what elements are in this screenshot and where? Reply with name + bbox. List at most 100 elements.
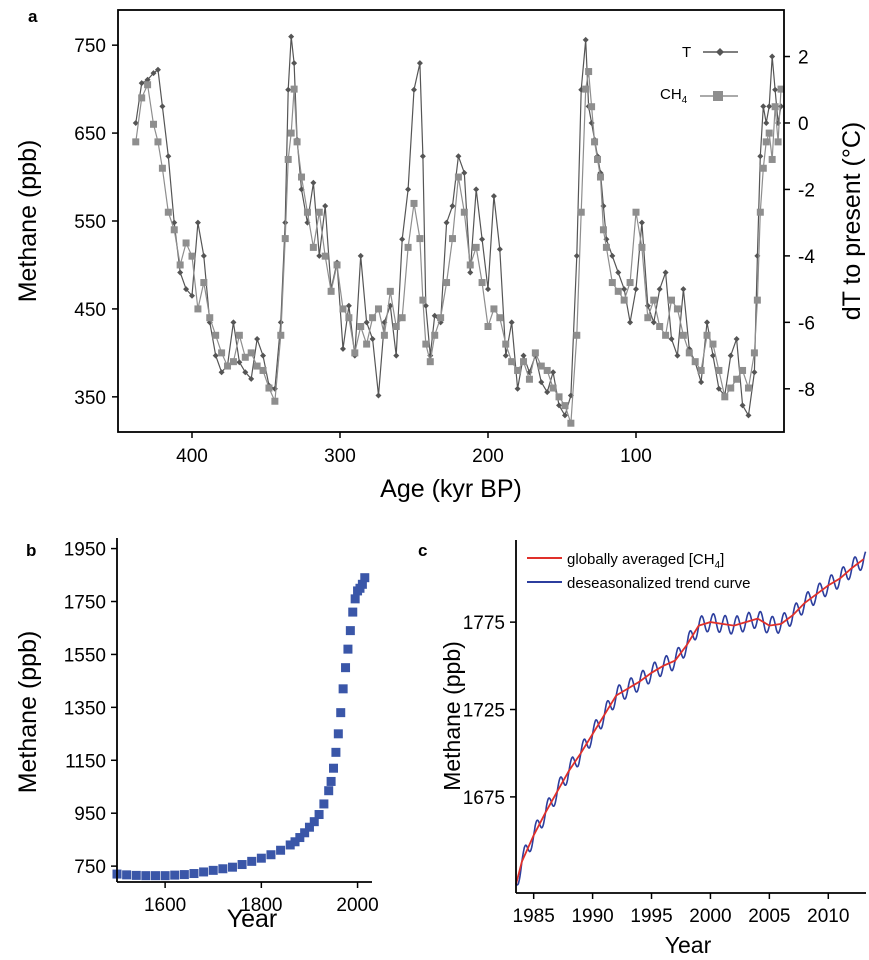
temperature-point — [638, 219, 645, 226]
methane-core-point — [508, 358, 516, 366]
temperature-point — [393, 352, 400, 359]
methane-core-point — [454, 173, 462, 181]
methane-core-point — [567, 419, 575, 427]
historic-methane-point — [276, 845, 286, 855]
methane-core-point — [753, 296, 761, 304]
temperature-point — [704, 319, 711, 326]
temperature-point — [449, 203, 456, 210]
temperature-point — [550, 369, 557, 376]
temperature-point — [138, 80, 145, 87]
methane-core-point — [132, 138, 140, 146]
temperature-point — [431, 312, 438, 319]
methane-core-point — [771, 103, 779, 111]
methane-core-point — [271, 397, 279, 405]
temperature-point — [183, 286, 190, 293]
temperature-point — [479, 236, 486, 243]
legend-a: T CH4 — [660, 44, 738, 106]
series-methane-core — [132, 68, 785, 427]
legend-label-global-average: globally averaged [CH4] — [567, 551, 724, 571]
temperature-point — [461, 169, 468, 176]
temperature-point — [419, 153, 426, 160]
historic-methane-point — [336, 708, 346, 718]
temperature-point — [288, 33, 295, 40]
axis-ticks-a: 400 300 200 100 350 450 550 650 750 -8 -6 -4 -2 0 2 — [74, 36, 815, 467]
temperature-point — [411, 86, 417, 93]
temperature-point — [538, 379, 545, 386]
y-tick-label-b: 750 — [74, 857, 106, 878]
x-tick-label-b: 2000 — [336, 895, 378, 916]
temperature-point — [727, 352, 734, 359]
methane-core-point — [182, 239, 190, 247]
methane-core-point — [596, 173, 604, 181]
methane-core-point — [426, 358, 434, 366]
temperature-point — [271, 385, 278, 392]
historic-methane-point — [338, 684, 348, 694]
chart-panel-c: 1985 1990 1995 2000 2005 2010 1675 1725 1775 Yea… — [439, 540, 867, 958]
methane-core-point — [200, 279, 208, 287]
methane-core-point — [298, 173, 306, 181]
temperature-point — [236, 359, 243, 366]
methane-core-point — [594, 155, 602, 163]
temperature-point — [416, 60, 423, 67]
methane-core-point — [502, 340, 510, 348]
temperature-point — [561, 412, 568, 419]
y-tick-label-c: 1775 — [463, 613, 505, 634]
axis-ticks-b: 1600 1800 2000 750 950 1150 1350 1550 1750 1950 — [64, 540, 379, 916]
y-tick-label-a: 750 — [74, 36, 106, 57]
y2-tick-label-a: -2 — [798, 180, 815, 201]
methane-core-point — [241, 353, 249, 361]
methane-core-point — [380, 331, 388, 339]
methane-core-point — [599, 226, 607, 234]
methane-core-point — [608, 279, 616, 287]
methane-core-point — [369, 314, 377, 322]
methane-core-point — [496, 314, 504, 322]
methane-core-point — [715, 366, 723, 374]
chart-panel-b: 1600 1800 2000 750 950 1150 1350 1550 1750 1950 Y… — [14, 538, 379, 933]
methane-core-point — [290, 85, 298, 93]
methane-core-point — [777, 85, 785, 93]
methane-core-point — [585, 68, 593, 76]
legend-ch4-text: CH — [660, 86, 682, 103]
x-tick-label-a: 200 — [472, 446, 504, 467]
methane-core-point — [573, 331, 581, 339]
methane-core-point — [638, 243, 646, 251]
x-tick-label-b: 1600 — [144, 895, 186, 916]
legend-label-t: T — [682, 44, 691, 61]
temperature-point — [230, 319, 237, 326]
historic-methane-point — [247, 856, 257, 866]
temperature-point — [159, 103, 166, 110]
historic-methane-point — [256, 853, 266, 863]
methane-core-point — [315, 208, 323, 216]
historic-methane-point — [141, 871, 151, 881]
y-tick-label-b: 1950 — [64, 540, 106, 561]
legend-global-subscript: 4 — [715, 560, 721, 571]
temperature-point — [644, 302, 651, 309]
legend-marker-t — [716, 48, 724, 56]
historic-methane-point — [331, 747, 341, 757]
temperature-point — [339, 345, 346, 352]
methane-core-point — [739, 366, 747, 374]
temperature-point — [715, 385, 722, 392]
methane-core-point — [218, 349, 226, 357]
temperature-point — [508, 319, 515, 326]
methane-core-point — [321, 252, 329, 260]
y-axis-label-c: Methane (ppb) — [439, 641, 465, 791]
methane-core-point — [158, 164, 166, 172]
methane-core-point — [374, 305, 382, 313]
methane-core-point — [490, 305, 498, 313]
historic-methane-point — [329, 763, 339, 773]
methane-core-point — [650, 296, 658, 304]
methane-core-point — [744, 384, 752, 392]
temperature-point — [556, 402, 563, 409]
temperature-point — [285, 86, 292, 93]
methane-core-point — [602, 243, 610, 251]
methane-core-point — [164, 208, 172, 216]
temperature-point — [154, 66, 161, 73]
legend-marker-ch4 — [713, 91, 723, 101]
methane-core-point — [685, 349, 693, 357]
methane-core-point — [520, 358, 528, 366]
methane-core-point — [668, 296, 676, 304]
temperature-point — [760, 103, 767, 110]
methane-core-point — [765, 129, 773, 137]
